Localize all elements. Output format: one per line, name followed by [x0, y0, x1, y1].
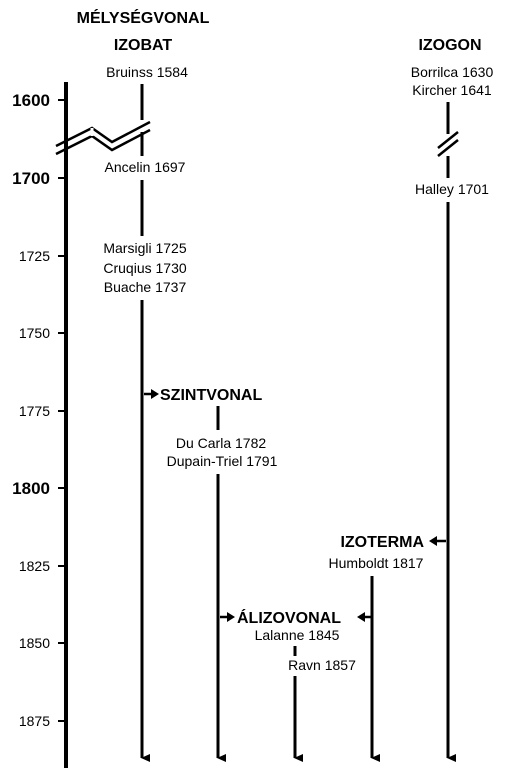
event-kircher: Kircher 1641 — [412, 82, 492, 98]
branch-arrowhead — [151, 389, 159, 399]
izogon-break-mark — [437, 131, 459, 157]
event-bruinss: Bruinss 1584 — [106, 64, 188, 80]
axis-break-mark — [55, 120, 151, 156]
event-halley: Halley 1701 — [415, 181, 489, 197]
header-izoterma: IZOTERMA — [340, 534, 424, 551]
branch-arrowhead — [357, 612, 365, 622]
header-alizovonal: ÁLIZOVONAL — [237, 608, 341, 627]
year-label-1825: 1825 — [19, 558, 50, 574]
header-izobat: IZOBAT — [114, 37, 173, 54]
year-label-1775: 1775 — [19, 403, 50, 419]
event-dupain: Dupain-Triel 1791 — [167, 453, 278, 469]
year-label-1700: 1700 — [12, 169, 50, 188]
header-depth-line: MÉLYSÉGVONAL — [77, 8, 210, 27]
year-label-1875: 1875 — [19, 713, 50, 729]
header-szintvonal: SZINTVONAL — [160, 387, 262, 404]
year-label-1800: 1800 — [12, 479, 50, 498]
year-label-1750: 1750 — [19, 325, 50, 341]
year-label-1850: 1850 — [19, 635, 50, 651]
event-lalanne: Lalanne 1845 — [255, 627, 340, 643]
branch-arrowhead — [227, 612, 235, 622]
year-label-1600: 1600 — [12, 91, 50, 110]
event-ravn: Ravn 1857 — [288, 657, 356, 673]
event-humboldt: Humboldt 1817 — [329, 555, 424, 571]
year-label-1725: 1725 — [19, 248, 50, 264]
event-ducarla: Du Carla 1782 — [176, 435, 266, 451]
header-izogon: IZOGON — [418, 37, 481, 54]
event-ancelin: Ancelin 1697 — [105, 159, 186, 175]
event-buache: Buache 1737 — [104, 279, 187, 295]
year-ticks — [58, 99, 66, 722]
event-cruqius: Cruqius 1730 — [103, 260, 186, 276]
branch-arrowhead — [429, 536, 437, 546]
event-borrilca: Borrilca 1630 — [411, 64, 494, 80]
event-marsigli: Marsigli 1725 — [103, 240, 186, 256]
